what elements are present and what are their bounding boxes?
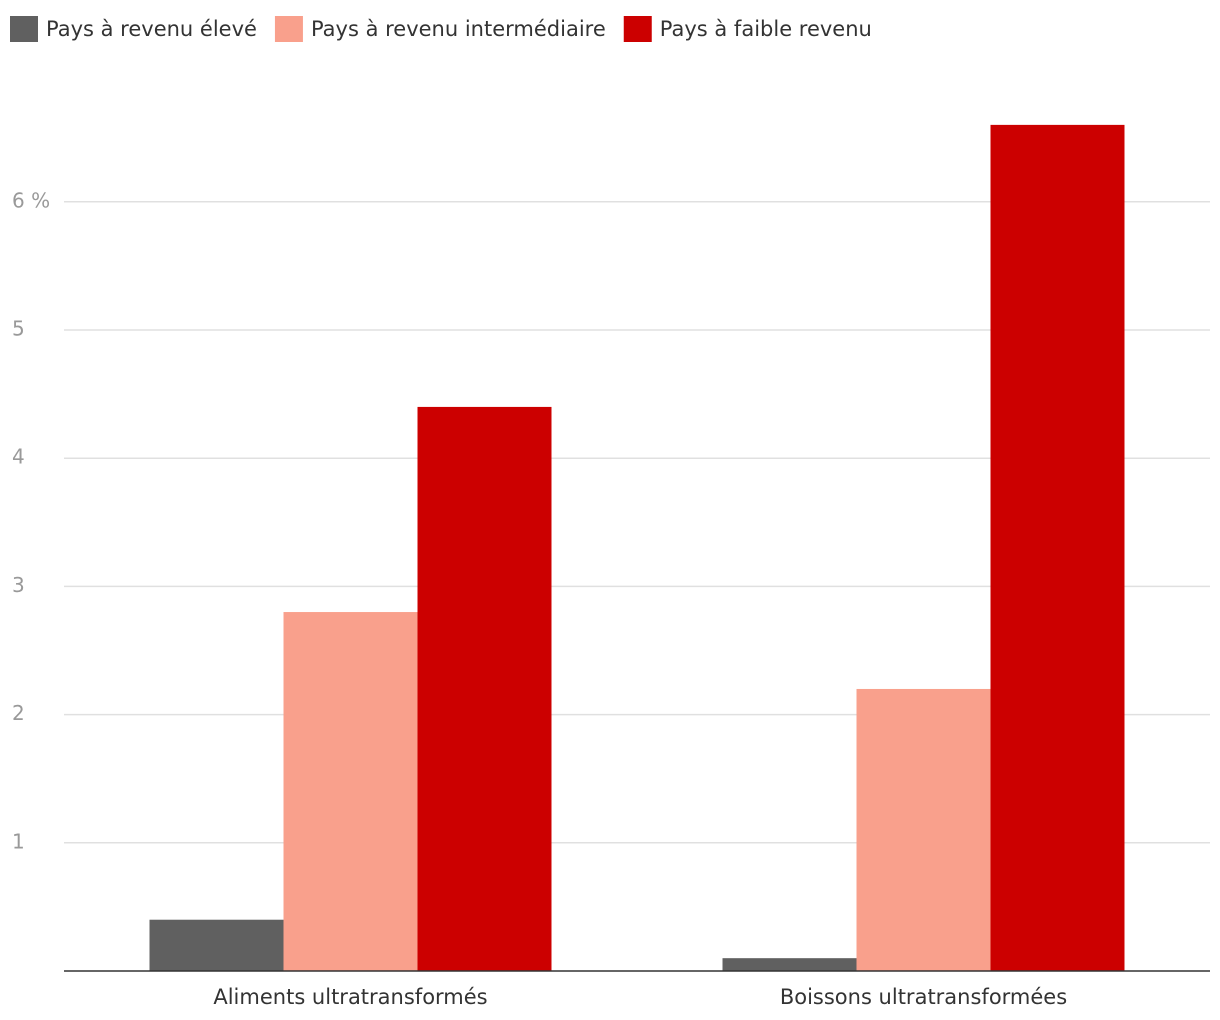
legend-swatch: [623, 16, 652, 42]
x-tick-label: Aliments ultratransformés: [213, 985, 487, 1009]
legend-label: Pays à faible revenu: [660, 17, 872, 41]
legend-swatch: [10, 16, 38, 42]
x-tick-label: Boissons ultratransformées: [780, 985, 1067, 1009]
y-tick-label: 6 %: [12, 188, 50, 212]
y-tick-label: 3: [12, 573, 25, 597]
bar: [149, 919, 284, 971]
y-tick-label: 2: [12, 701, 25, 725]
bar: [417, 406, 552, 971]
bar: [856, 688, 991, 971]
bar: [283, 612, 418, 971]
bar: [722, 958, 857, 971]
y-tick-label: 4: [12, 445, 25, 469]
legend-label: Pays à revenu élevé: [46, 17, 257, 41]
legend-label: Pays à revenu intermédiaire: [311, 17, 606, 41]
legend-swatch: [274, 16, 303, 42]
bar: [990, 124, 1125, 971]
y-tick-label: 1: [12, 829, 25, 853]
y-tick-label: 5: [12, 317, 25, 341]
